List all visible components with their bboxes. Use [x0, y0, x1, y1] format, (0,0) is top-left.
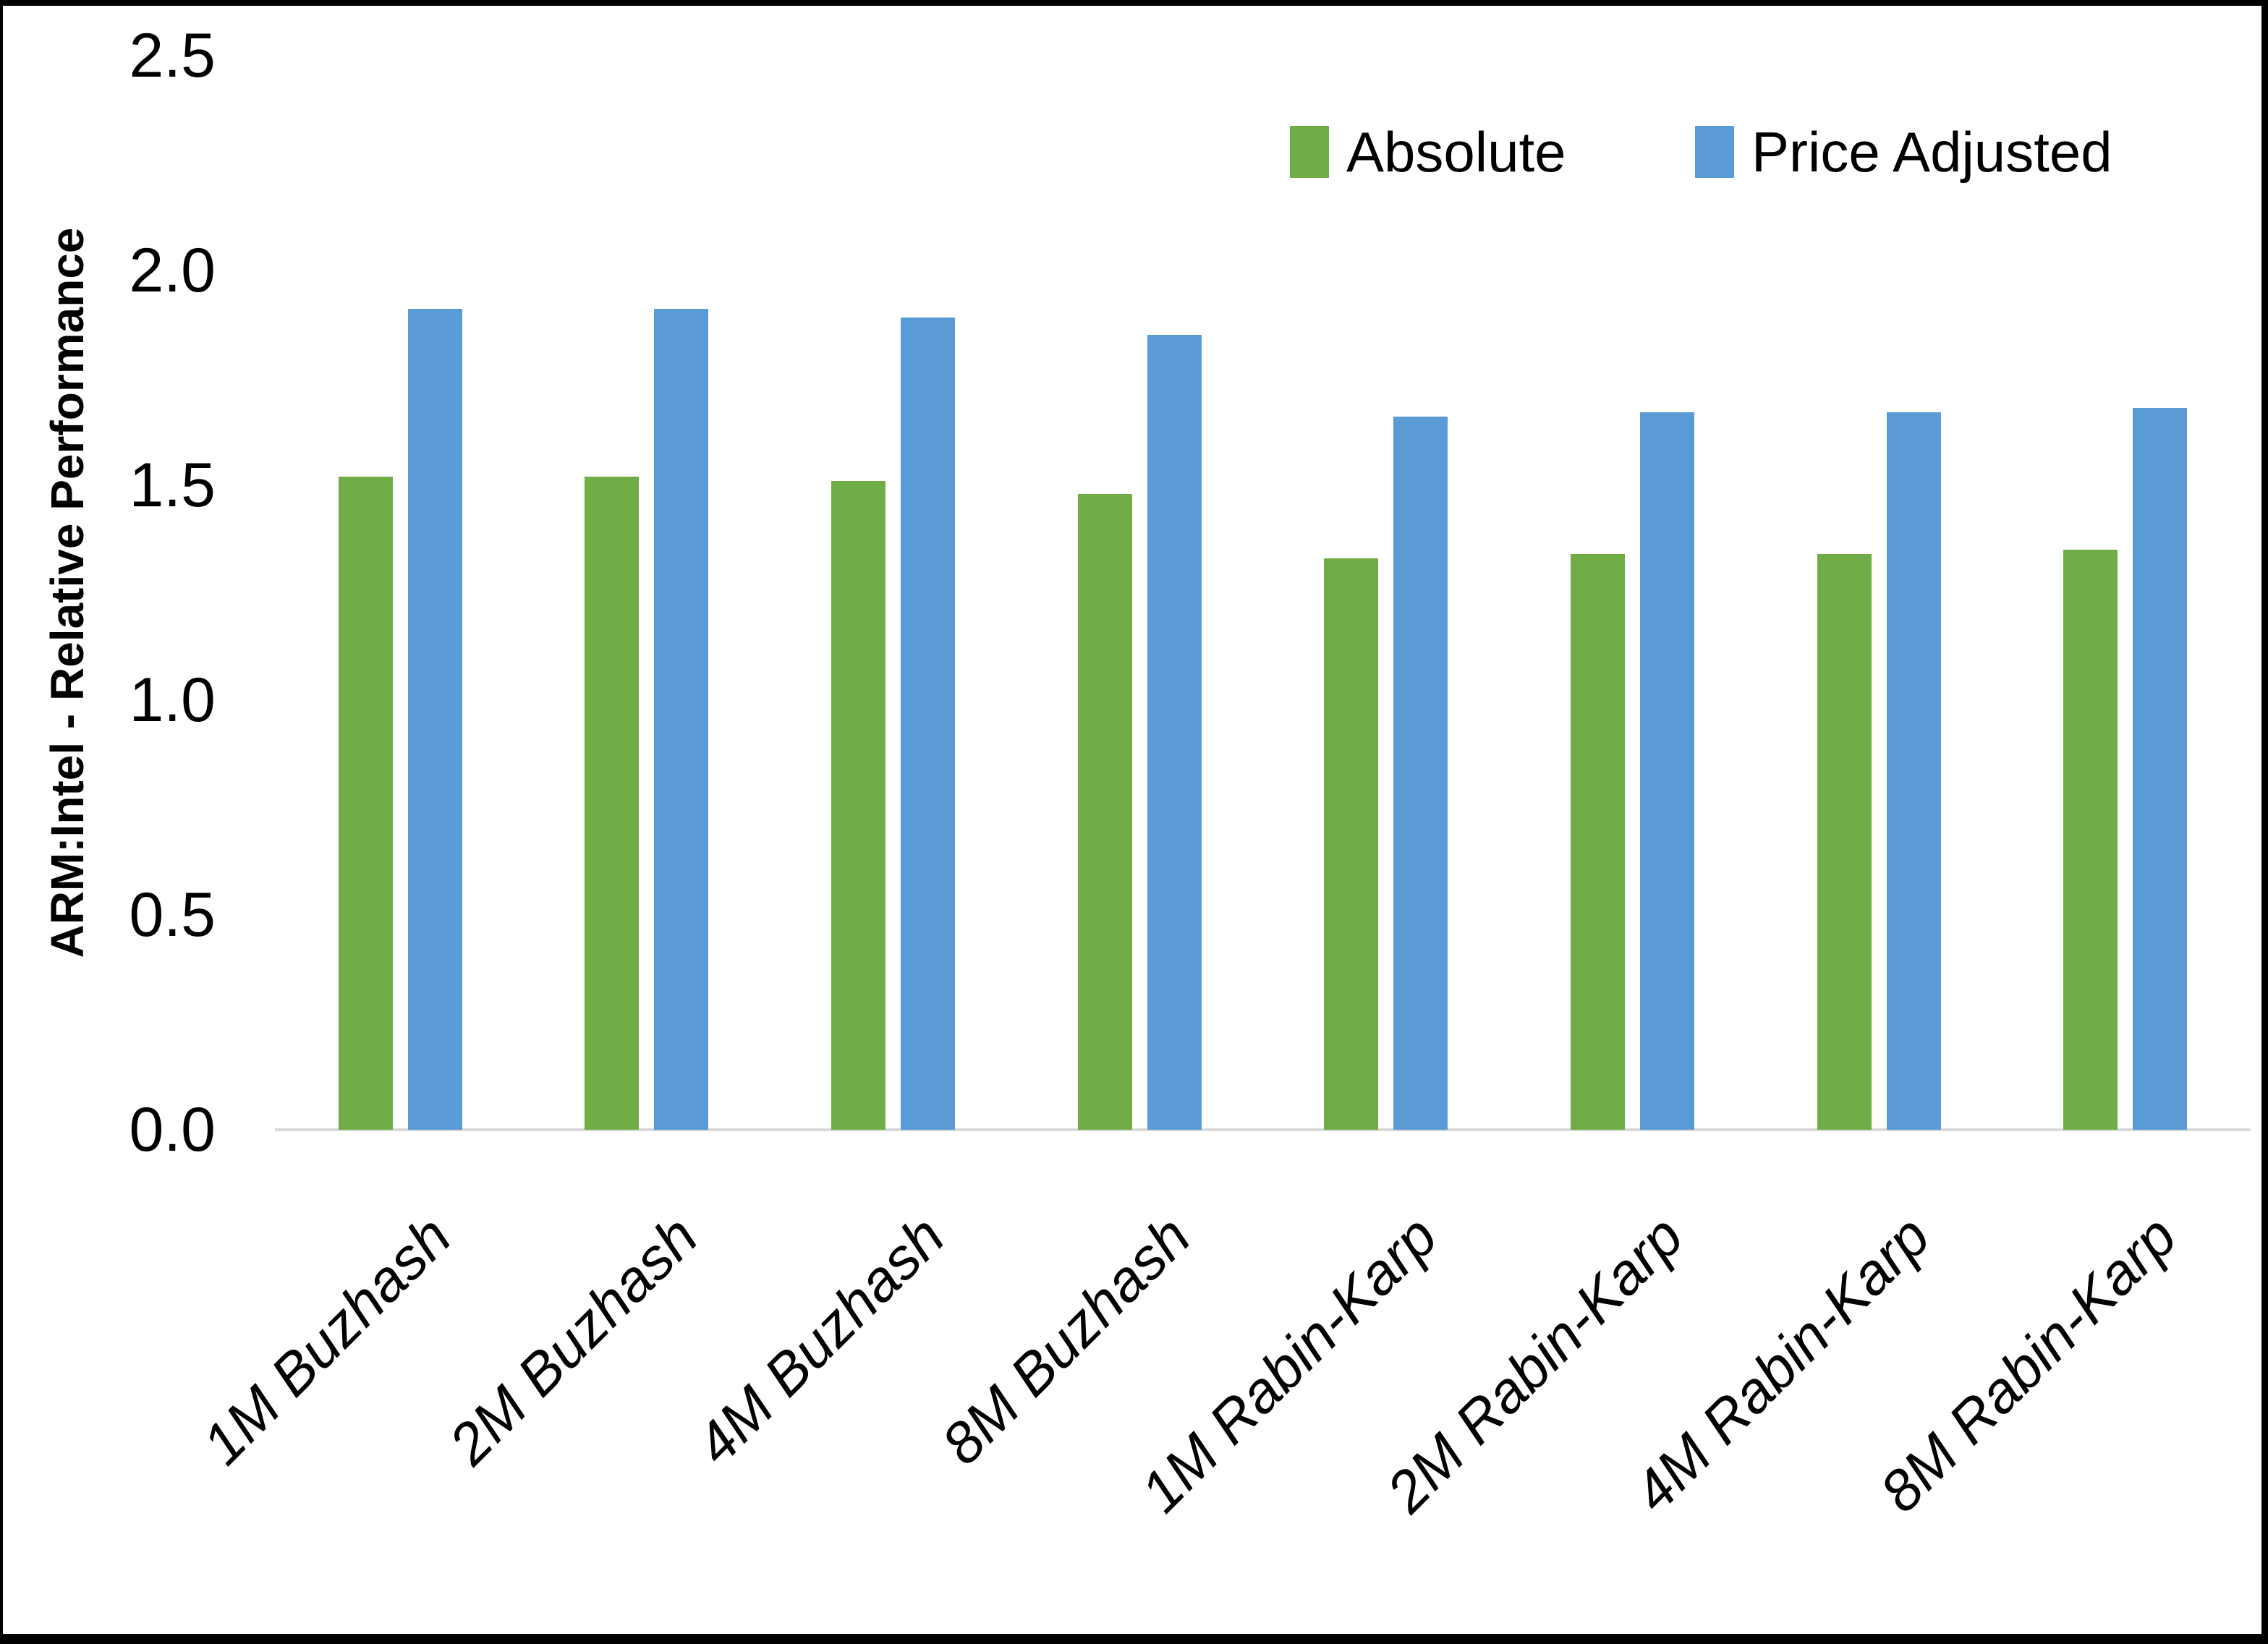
bar-absolute-1m-rabin-karp — [1324, 558, 1379, 1130]
x-category-label-1m-buzhash: 1M Buzhash — [190, 1204, 464, 1477]
bar-price-adjusted-2m-buzhash — [654, 309, 709, 1130]
legend-swatch-price-adjusted-icon — [1695, 126, 1734, 178]
bar-price-adjusted-1m-buzhash — [407, 309, 462, 1130]
x-category-label-4m-buzhash: 4M Buzhash — [683, 1204, 956, 1477]
legend-label-price-adjusted: Price Adjusted — [1751, 120, 2112, 184]
legend-item-price-adjusted: Price Adjusted — [1695, 117, 2112, 187]
legend-item-absolute: Absolute — [1290, 117, 1566, 187]
y-tick-label: 1.0 — [129, 665, 216, 735]
y-tick-label: 2.5 — [129, 21, 216, 90]
y-axis-title: ARM:Intel - Relative Performance — [41, 227, 93, 958]
bar-price-adjusted-4m-buzhash — [901, 318, 956, 1130]
bar-absolute-2m-rabin-karp — [1570, 554, 1625, 1130]
frame-bottom-border — [0, 1634, 2268, 1644]
legend-label-absolute: Absolute — [1346, 120, 1566, 184]
frame-right-border — [2261, 0, 2268, 1644]
bar-absolute-4m-rabin-karp — [1817, 554, 1872, 1130]
bar-price-adjusted-1m-rabin-karp — [1393, 416, 1448, 1130]
y-tick-label: 0.0 — [129, 1095, 216, 1164]
x-category-label-2m-buzhash: 2M Buzhash — [436, 1204, 710, 1477]
bar-absolute-8m-buzhash — [1077, 493, 1132, 1130]
frame-top-border — [0, 0, 2268, 6]
bar-price-adjusted-8m-rabin-karp — [2133, 408, 2188, 1130]
frame-left-border — [0, 0, 3, 1644]
bar-price-adjusted-2m-rabin-karp — [1639, 412, 1694, 1130]
x-category-label-8m-buzhash: 8M Buzhash — [929, 1204, 1203, 1477]
bar-absolute-8m-rabin-karp — [2063, 550, 2118, 1130]
bar-absolute-1m-buzhash — [338, 477, 393, 1130]
bar-absolute-4m-buzhash — [831, 481, 886, 1130]
x-axis-line — [275, 1128, 2251, 1131]
legend-swatch-absolute-icon — [1290, 126, 1329, 178]
bar-absolute-2m-buzhash — [585, 477, 640, 1130]
bar-price-adjusted-4m-rabin-karp — [1886, 412, 1941, 1130]
y-tick-label: 0.5 — [129, 880, 216, 950]
y-tick-label: 2.0 — [129, 236, 216, 305]
bar-price-adjusted-8m-buzhash — [1147, 335, 1202, 1130]
y-tick-label: 1.5 — [129, 451, 216, 520]
